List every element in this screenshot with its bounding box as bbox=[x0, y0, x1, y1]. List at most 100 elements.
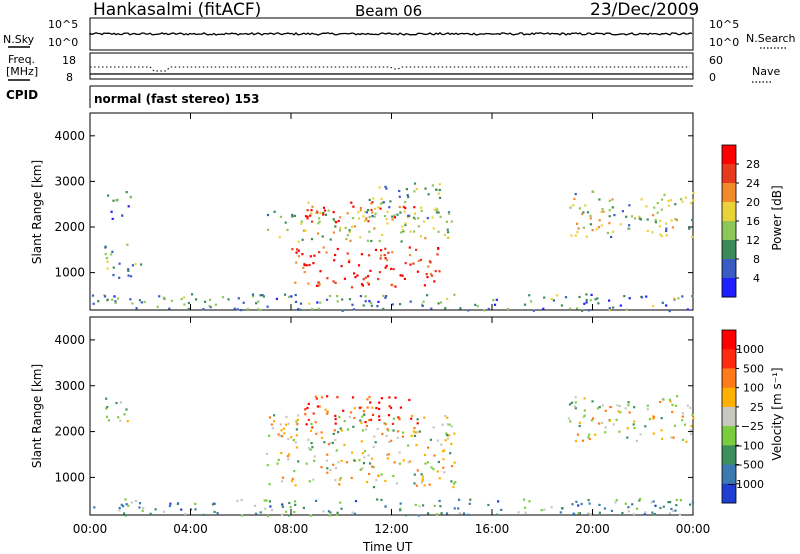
power-echo-cell bbox=[116, 198, 119, 201]
velocity-echo-cell bbox=[312, 478, 315, 481]
velocity-echo-cell bbox=[588, 433, 591, 436]
velocity-echo-cell bbox=[292, 439, 295, 442]
power-echo-cell bbox=[371, 211, 374, 214]
power-echo-cell bbox=[347, 260, 351, 264]
power-echo-cell bbox=[318, 220, 321, 223]
power-echo-cell bbox=[436, 208, 439, 211]
velocity-echo-cell bbox=[617, 410, 620, 413]
power-echo-cell bbox=[390, 267, 393, 270]
power-echo-cell bbox=[379, 207, 382, 210]
power-colorbar-segment bbox=[722, 221, 736, 241]
velocity-echo-cell bbox=[462, 512, 466, 515]
power-echo-cell bbox=[406, 216, 410, 219]
power-echo-cell bbox=[596, 297, 599, 300]
velocity-echo-cell bbox=[689, 406, 692, 409]
power-echo-cell bbox=[307, 201, 310, 204]
velocity-echo-cell bbox=[442, 458, 445, 461]
velocity-echo-cell bbox=[358, 406, 361, 409]
power-echo-cell bbox=[359, 236, 362, 239]
power-echo-cell bbox=[381, 233, 384, 236]
power-echo-cell bbox=[301, 238, 304, 241]
velocity-echo-cell bbox=[592, 417, 595, 420]
velocity-echo-cell bbox=[618, 430, 621, 433]
power-echo-cell bbox=[692, 199, 695, 202]
power-echo-cell bbox=[656, 202, 659, 205]
velocity-echo-cell bbox=[428, 483, 431, 486]
velocity-echo-cell bbox=[281, 476, 285, 479]
velocity-echo-cell bbox=[421, 479, 424, 483]
power-echo-cell bbox=[346, 234, 349, 237]
velocity-echo-cell bbox=[598, 511, 601, 514]
velocity-echo-cell bbox=[311, 426, 314, 429]
velocity-echo-cell bbox=[287, 453, 291, 456]
velocity-echo-cell bbox=[415, 484, 418, 487]
power-echo-cell bbox=[597, 226, 600, 229]
power-ytick-label: 1000 bbox=[54, 266, 85, 280]
power-echo-cell bbox=[654, 221, 657, 224]
power-colorbar-segment bbox=[722, 240, 736, 260]
velocity-colorbar-segment bbox=[722, 464, 736, 485]
power-echo-cell bbox=[420, 209, 423, 213]
velocity-echo-cell bbox=[240, 499, 243, 502]
power-colorbar-tick-label: 16 bbox=[746, 215, 760, 228]
power-echo-cell bbox=[359, 209, 362, 212]
power-echo-cell bbox=[114, 300, 117, 303]
power-echo-cell bbox=[589, 217, 592, 220]
velocity-echo-cell bbox=[362, 462, 366, 465]
power-echo-cell bbox=[588, 309, 591, 312]
velocity-echo-cell bbox=[399, 507, 402, 510]
velocity-echo-cell bbox=[422, 504, 425, 507]
velocity-echo-cell bbox=[388, 396, 391, 399]
power-panel-frame bbox=[89, 112, 694, 311]
power-echo-cell bbox=[437, 302, 440, 305]
velocity-echo-cell bbox=[336, 511, 339, 514]
velocity-echo-cell bbox=[679, 499, 682, 502]
velocity-echo-cell bbox=[163, 510, 166, 513]
velocity-echo-cell bbox=[624, 407, 627, 410]
power-echo-cell bbox=[391, 215, 394, 218]
velocity-echo-cell bbox=[304, 412, 307, 416]
power-echo-cell bbox=[127, 205, 130, 208]
nsearch-tick-high: 10^5 bbox=[709, 18, 740, 31]
velocity-echo-cell bbox=[194, 502, 197, 505]
velocity-echo-cell bbox=[446, 423, 449, 426]
power-echo-cell bbox=[435, 211, 438, 214]
velocity-echo-cell bbox=[279, 434, 282, 437]
power-echo-cell bbox=[560, 304, 563, 307]
velocity-echo-cell bbox=[635, 439, 638, 443]
power-echo-cell bbox=[309, 214, 312, 217]
power-echo-cell bbox=[170, 299, 173, 302]
velocity-echo-cell bbox=[683, 423, 686, 426]
velocity-echo-cell bbox=[619, 411, 622, 414]
power-echo-cell bbox=[416, 270, 419, 273]
velocity-ytick-label: 1000 bbox=[54, 470, 85, 484]
velocity-echo-cell bbox=[366, 398, 369, 401]
velocity-echo-cell bbox=[615, 418, 618, 421]
velocity-echo-cell bbox=[361, 415, 364, 418]
power-colorbar-segment bbox=[722, 145, 736, 165]
power-echo-cell bbox=[104, 246, 107, 249]
power-echo-cell bbox=[674, 203, 677, 206]
velocity-echo-cell bbox=[372, 486, 376, 489]
velocity-echo-cell bbox=[335, 449, 338, 452]
velocity-echo-cell bbox=[646, 408, 649, 411]
velocity-echo-cell bbox=[674, 509, 677, 512]
power-echo-cell bbox=[675, 219, 678, 222]
velocity-echo-cell bbox=[604, 409, 607, 412]
velocity-echo-cell bbox=[331, 441, 334, 444]
power-echo-cell bbox=[297, 249, 300, 252]
power-echo-cell bbox=[110, 253, 113, 256]
power-echo-cell bbox=[336, 295, 339, 298]
power-colorbar-segment bbox=[722, 202, 736, 222]
velocity-echo-cell bbox=[610, 509, 613, 512]
power-echo-cell bbox=[368, 216, 371, 219]
velocity-echo-cell bbox=[337, 431, 340, 434]
velocity-echo-cell bbox=[365, 424, 368, 427]
velocity-echo-cell bbox=[430, 466, 433, 469]
power-echo-cell bbox=[385, 187, 388, 190]
power-echo-cell bbox=[360, 283, 364, 286]
power-echo-cell bbox=[303, 271, 306, 274]
power-echo-cell bbox=[266, 213, 270, 217]
power-echo-cell bbox=[440, 301, 443, 304]
velocity-echo-cell bbox=[439, 505, 442, 508]
